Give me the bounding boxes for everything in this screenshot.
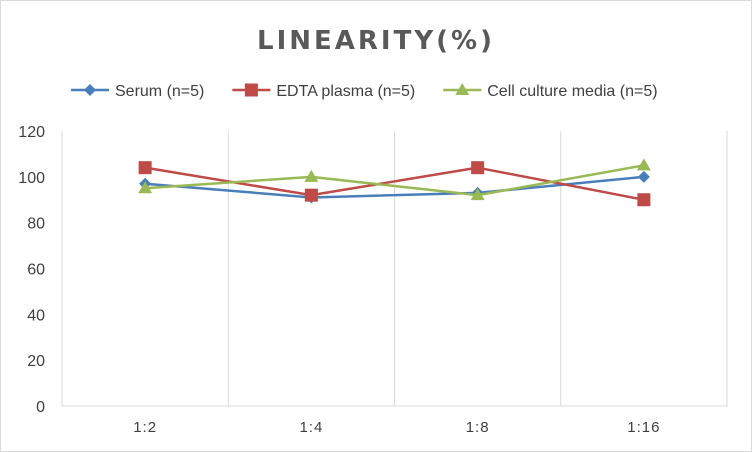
series-1	[138, 161, 651, 207]
chart-title: LINEARITY(%)	[257, 26, 495, 56]
series-2	[138, 158, 651, 201]
x-axis-ticks: 1:2 1:4 1:8 1:16	[133, 419, 660, 436]
data-point	[471, 161, 485, 175]
data-point	[138, 181, 153, 194]
legend-item: Cell culture media (n=5)	[443, 83, 658, 100]
legend-item: EDTA plasma (n=5)	[232, 83, 415, 100]
data-point	[304, 169, 319, 182]
data-point	[138, 161, 152, 175]
y-tick-label: 80	[27, 216, 45, 233]
x-tick-label: 1:2	[133, 419, 157, 436]
y-tick-label: 40	[27, 307, 45, 324]
y-tick-label: 100	[18, 170, 45, 187]
legend-marker	[84, 84, 96, 96]
legend-item: Serum (n=5)	[71, 83, 204, 100]
y-tick-label: 0	[36, 399, 45, 416]
legend-label: Cell culture media (n=5)	[487, 83, 657, 100]
plot-area	[138, 158, 651, 207]
y-axis-ticks: 0 20 40 60 80 100 120	[18, 124, 45, 416]
data-point	[636, 158, 651, 171]
series-line	[145, 164, 645, 197]
x-tick-label: 1:16	[627, 419, 660, 436]
legend-marker	[455, 83, 470, 95]
data-point	[637, 170, 650, 183]
grid-lines	[61, 131, 728, 407]
y-tick-label: 60	[27, 262, 45, 279]
legend-marker	[244, 83, 258, 97]
legend-label: EDTA plasma (n=5)	[276, 83, 415, 100]
data-point	[470, 188, 485, 201]
y-tick-label: 20	[27, 353, 45, 370]
x-tick-label: 1:8	[466, 419, 490, 436]
x-tick-label: 1:4	[299, 419, 323, 436]
y-tick-label: 120	[18, 124, 45, 141]
legend-label: Serum (n=5)	[115, 83, 204, 100]
legend: Serum (n=5) EDTA plasma (n=5) Cell culture…	[71, 83, 658, 100]
data-point	[637, 193, 651, 207]
data-point	[304, 188, 318, 202]
